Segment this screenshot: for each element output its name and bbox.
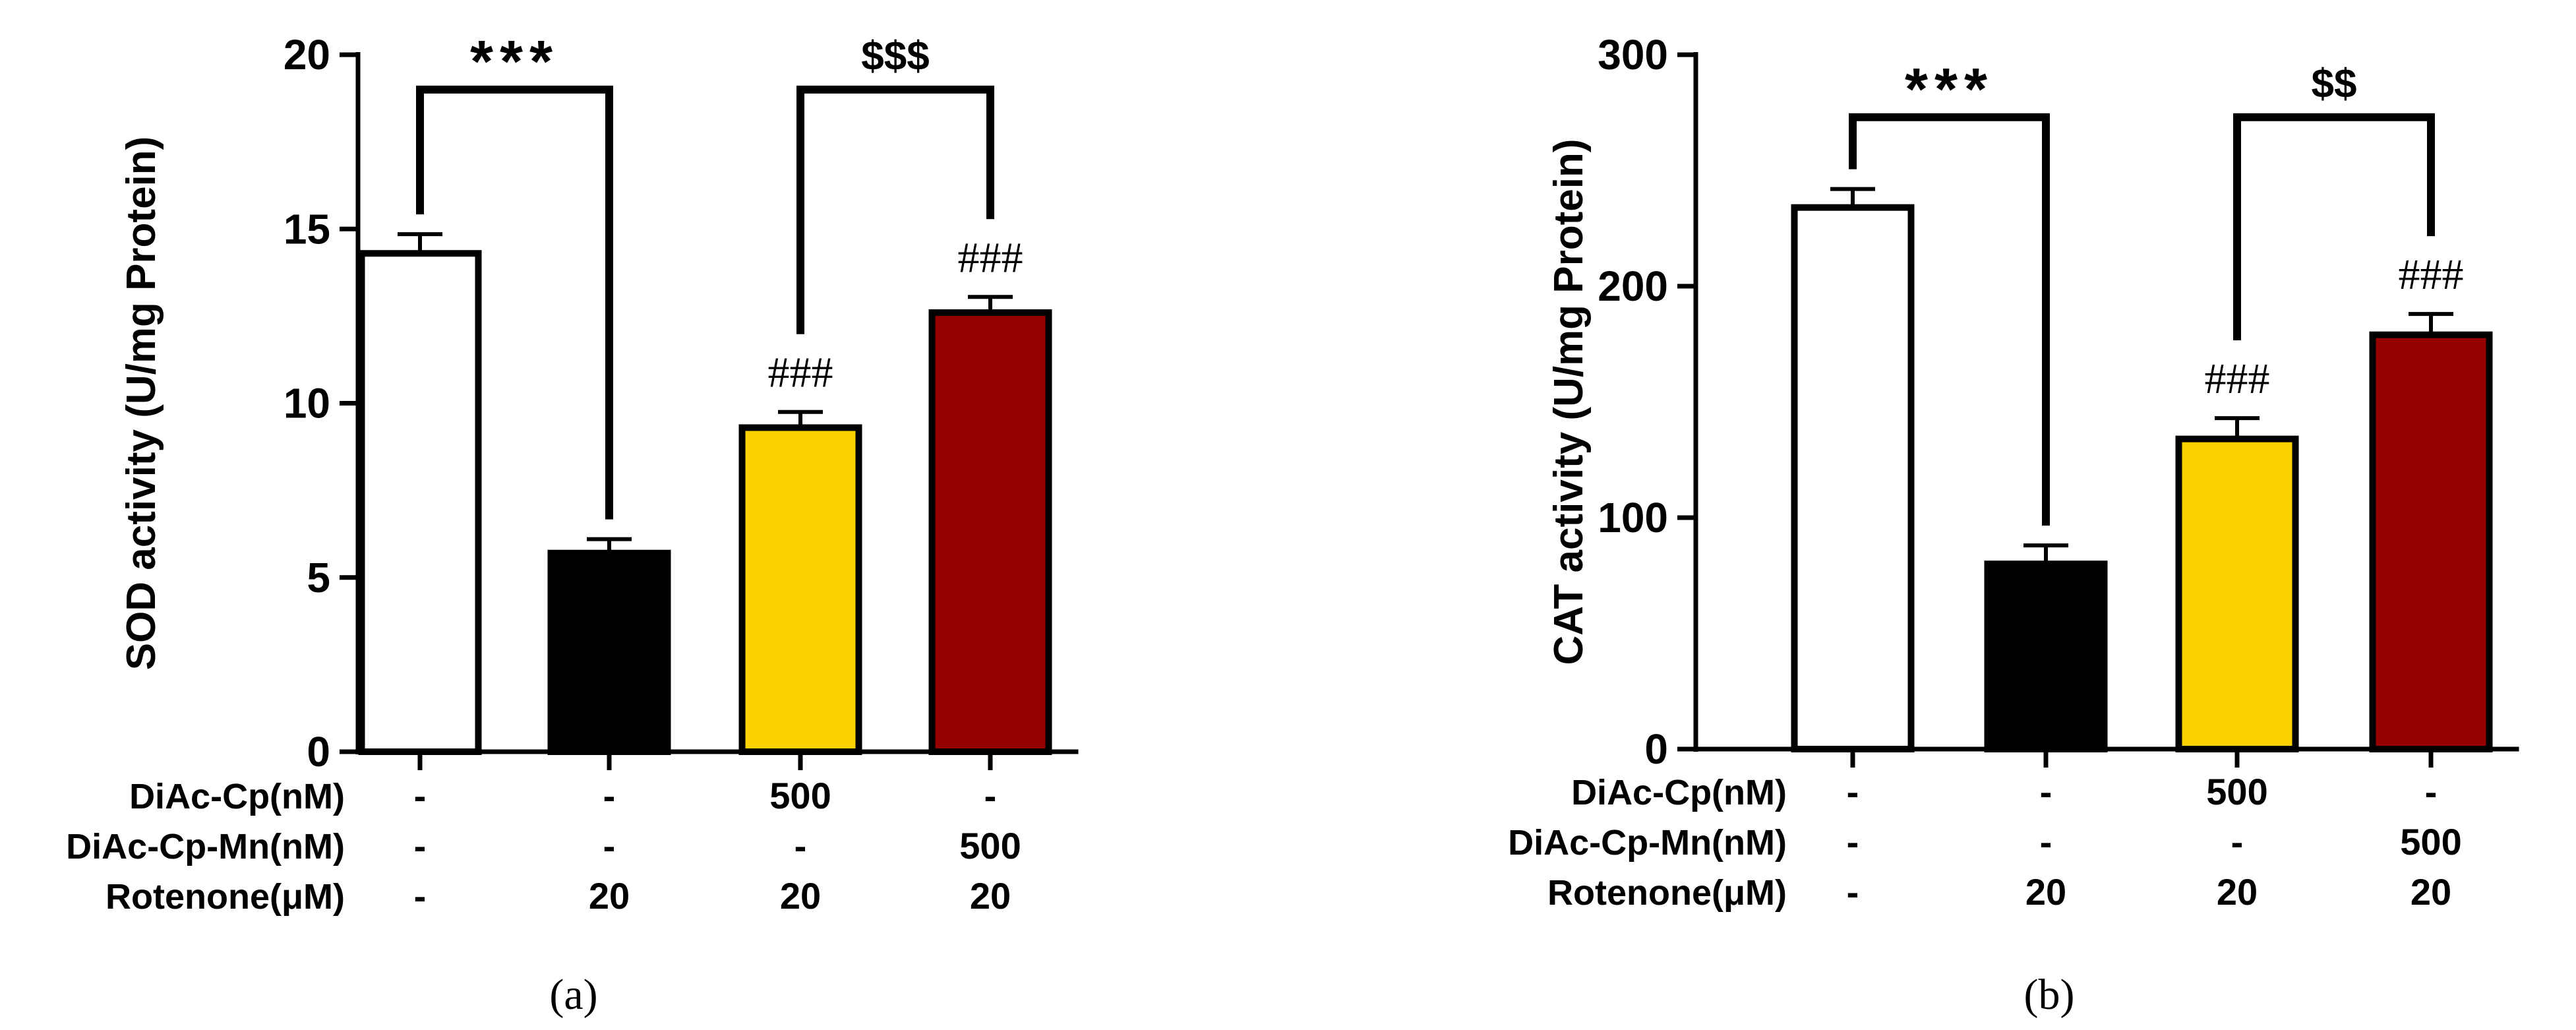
panel-caption: (a) xyxy=(549,971,597,1019)
condition-cell: 20 xyxy=(970,875,1011,917)
bar xyxy=(928,309,1052,755)
comparison-label: $$$ xyxy=(861,34,929,79)
y-tick-label: 0 xyxy=(1644,725,1668,773)
panel-caption: (b) xyxy=(2024,971,2075,1019)
bar-significance-label: ### xyxy=(768,349,833,397)
condition-cell: - xyxy=(414,825,427,866)
condition-row-label: DiAc-Cp(nM) xyxy=(129,777,345,816)
condition-cell: - xyxy=(2425,771,2438,812)
y-axis-label: SOD activity (U/mg Protein) xyxy=(119,136,164,671)
condition-cell: - xyxy=(2040,821,2052,863)
comparison-bracket xyxy=(796,85,994,334)
condition-cell: - xyxy=(1847,871,1859,913)
condition-cell: - xyxy=(414,875,427,917)
condition-cell: 20 xyxy=(2025,871,2066,913)
y-tick-label: 100 xyxy=(1598,494,1668,541)
condition-cell: 20 xyxy=(2217,871,2258,913)
bar xyxy=(547,549,671,755)
y-tick-label: 15 xyxy=(284,205,330,253)
condition-cell: 500 xyxy=(959,825,1021,866)
panel-a: 0 5 10 15 20 SOD activity (U/mg Protein) ### ##… xyxy=(66,29,1079,1019)
comparison-label: *** xyxy=(470,29,559,95)
bar-significance-label: ### xyxy=(2399,251,2464,299)
condition-cell: - xyxy=(603,775,616,816)
condition-cell: - xyxy=(603,825,616,866)
bar xyxy=(738,424,862,755)
condition-cell: 20 xyxy=(2411,871,2451,913)
condition-cell: - xyxy=(414,775,427,816)
bar-significance-label: ### xyxy=(2205,355,2270,403)
condition-cell: - xyxy=(1847,771,1859,812)
bar xyxy=(358,250,482,755)
y-tick-label: 300 xyxy=(1598,31,1668,78)
y-axis-label: CAT activity (U/mg Protein) xyxy=(1546,138,1592,665)
condition-cell: 20 xyxy=(589,875,630,917)
condition-row-label: Rotenone(μM) xyxy=(1547,873,1787,913)
bar xyxy=(2369,331,2493,752)
y-tick-label: 0 xyxy=(307,728,330,775)
y-tick-label: 10 xyxy=(284,380,330,427)
condition-cell: - xyxy=(2231,821,2244,863)
comparison-bracket xyxy=(2233,113,2435,341)
condition-row-label: DiAc-Cp(nM) xyxy=(1571,773,1787,812)
condition-cell: 500 xyxy=(769,775,831,816)
bar xyxy=(2175,435,2299,752)
y-tick-label: 5 xyxy=(307,554,330,601)
condition-row-label: Rotenone(μM) xyxy=(105,877,345,917)
condition-cell: - xyxy=(794,825,807,866)
comparison-bracket xyxy=(1849,113,2050,526)
comparison-label: *** xyxy=(1905,57,1994,123)
panel-b: 0 100 200 300 CAT activity (U/mg Protein) ###… xyxy=(1508,31,2519,1019)
condition-cell: 500 xyxy=(2400,821,2461,863)
condition-cell: - xyxy=(1847,821,1859,863)
y-tick-label: 20 xyxy=(284,31,330,78)
condition-row-label: DiAc-Cp-Mn(nM) xyxy=(1508,823,1787,863)
condition-cell: 500 xyxy=(2206,771,2267,812)
condition-cell: 20 xyxy=(780,875,821,917)
condition-cell: - xyxy=(2040,771,2052,812)
bar-significance-label: ### xyxy=(958,233,1023,282)
condition-cell: - xyxy=(984,775,997,816)
condition-row-label: DiAc-Cp-Mn(nM) xyxy=(66,827,345,866)
comparison-label: $$ xyxy=(2312,61,2357,107)
bar xyxy=(1791,204,1915,753)
y-tick-label: 200 xyxy=(1598,262,1668,310)
bar xyxy=(1984,560,2108,752)
comparison-bracket xyxy=(416,85,613,520)
